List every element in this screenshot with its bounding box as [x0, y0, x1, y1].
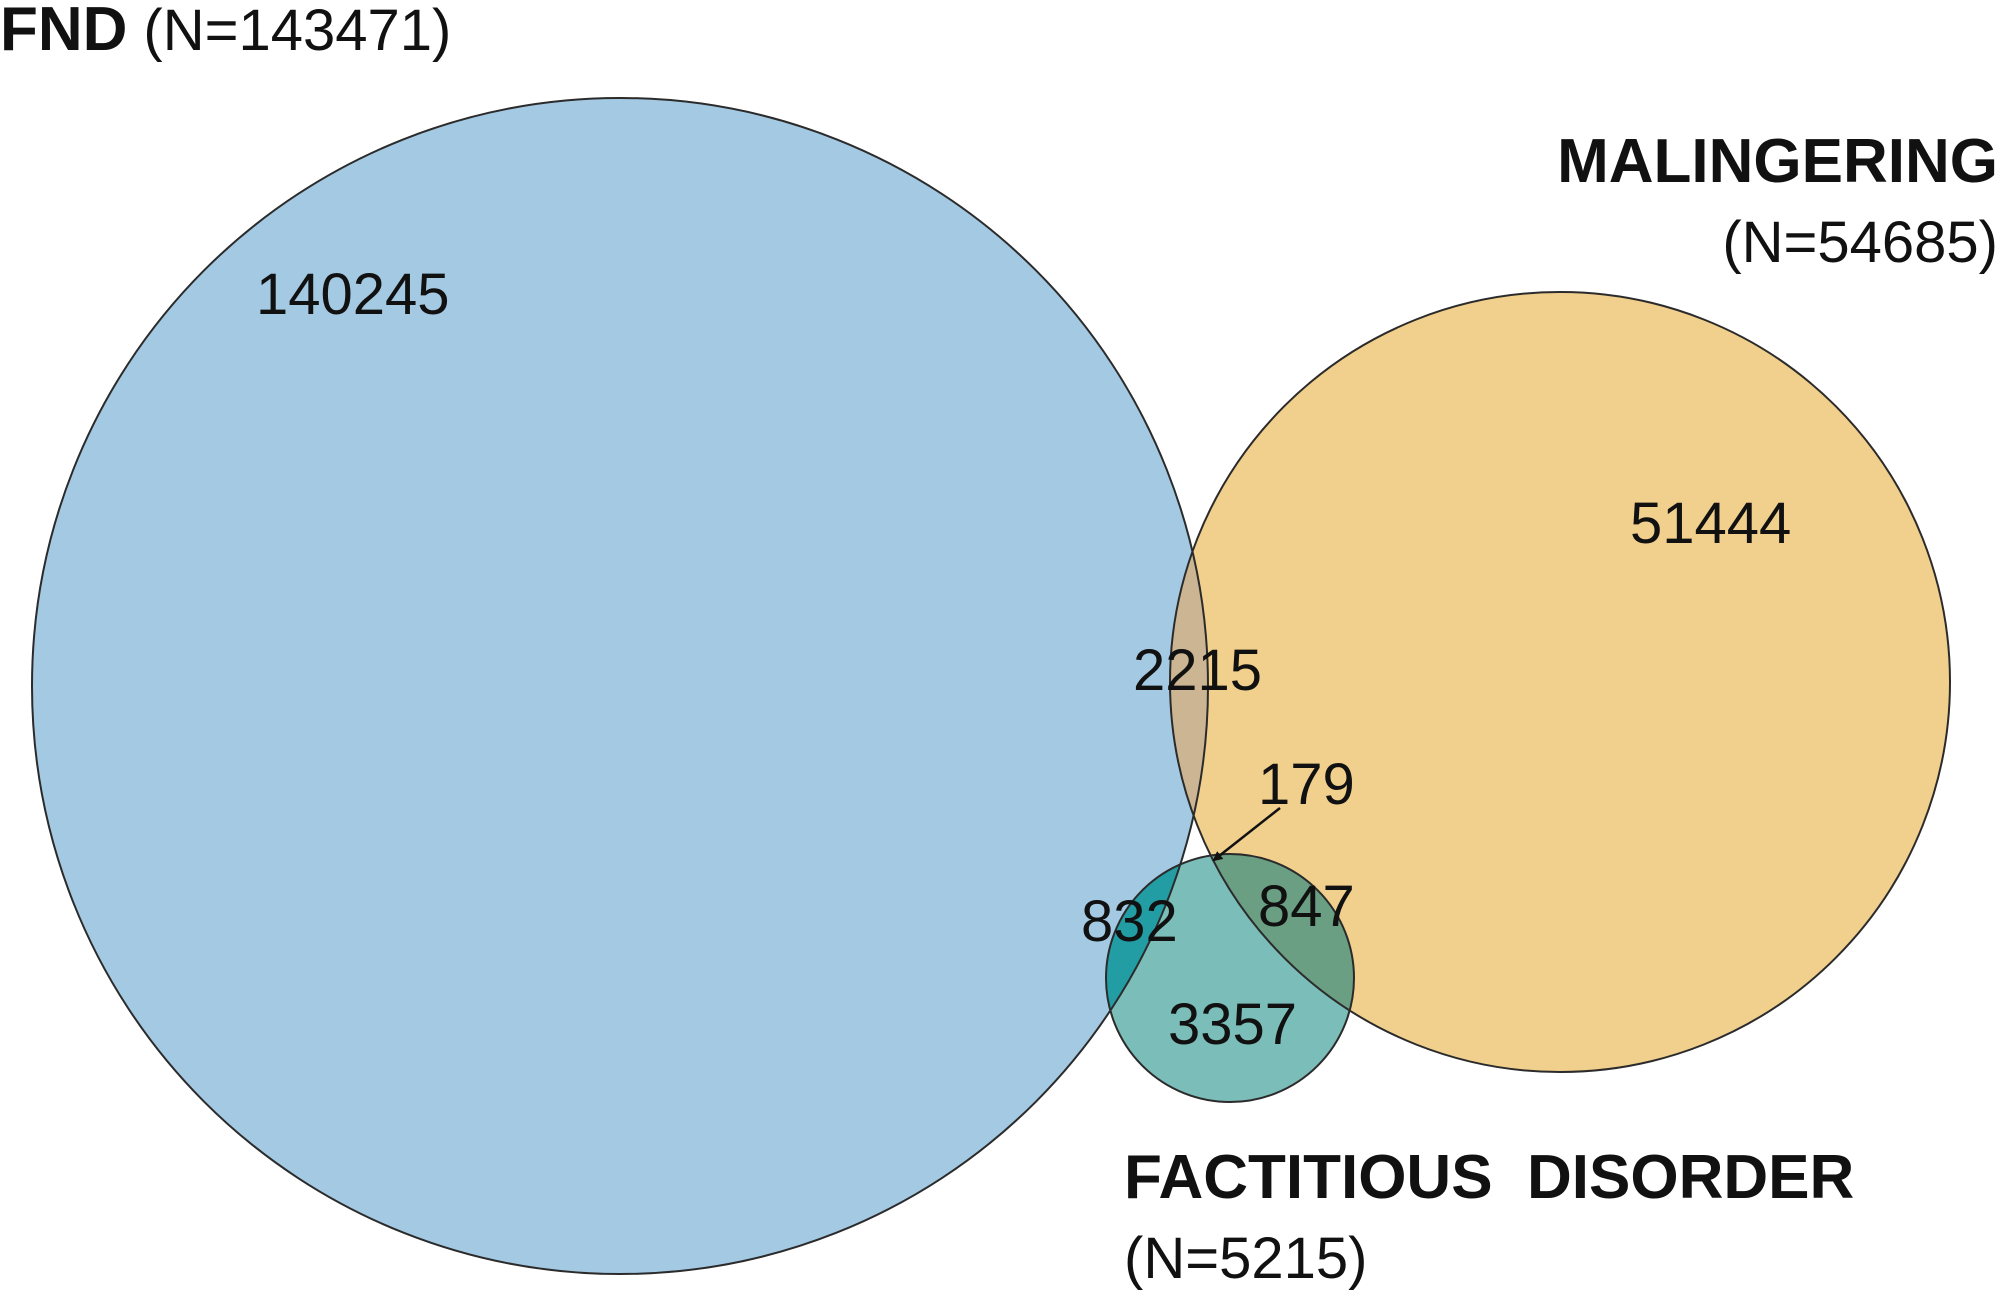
fnd-outline: [31, 97, 1209, 1275]
all-three-pointer-arrow: [1212, 807, 1281, 862]
fnd-circle: [32, 98, 1208, 1274]
all-three-count: 179: [1258, 752, 1355, 817]
malingering-factitious-count: 847: [1258, 874, 1355, 939]
malingering-outline: [1169, 291, 1951, 1073]
factitious-name: FACTITIOUS DISORDER: [1124, 1143, 1854, 1212]
malingering-count: (N=54685): [1722, 210, 1998, 275]
fnd-name: FND: [0, 0, 127, 64]
malingering-circle: [1170, 292, 1950, 1072]
factitious-count: (N=5215): [1124, 1226, 1367, 1291]
malingering-name: MALINGERING: [1557, 127, 1998, 196]
factitious-only-count: 3357: [1168, 992, 1297, 1057]
malingering-only-count: 51444: [1630, 491, 1791, 556]
factitious-outline: [1105, 853, 1355, 1103]
fnd-count: (N=143471): [143, 0, 451, 63]
fnd-label: FND (N=143471): [0, 0, 451, 64]
fnd-only-count: 140245: [256, 262, 450, 327]
fnd-malingering-count: 2215: [1133, 638, 1262, 703]
fnd-factitious-count: 832: [1081, 889, 1178, 954]
